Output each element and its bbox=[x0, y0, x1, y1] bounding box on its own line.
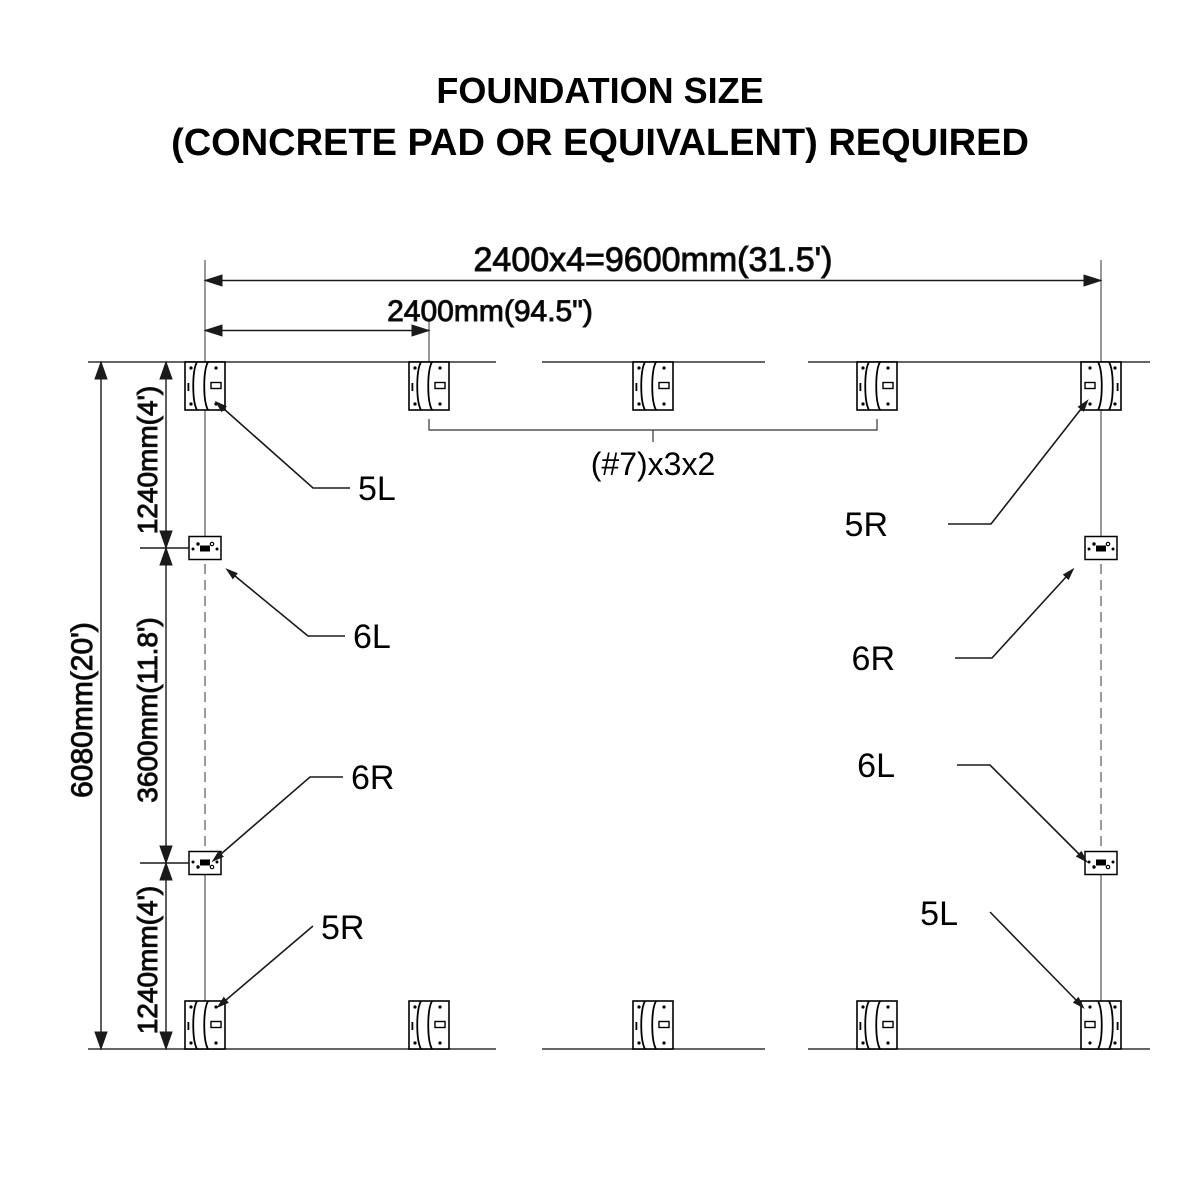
svg-text:FOUNDATION SIZE: FOUNDATION SIZE bbox=[436, 70, 763, 111]
svg-text:6080mm(20'): 6080mm(20') bbox=[66, 622, 99, 798]
svg-text:3600mm(11.8'): 3600mm(11.8') bbox=[132, 617, 163, 802]
svg-text:6R: 6R bbox=[351, 759, 394, 797]
svg-text:2400mm(94.5"): 2400mm(94.5") bbox=[387, 295, 593, 328]
svg-text:1240mm(4'): 1240mm(4') bbox=[132, 386, 163, 535]
svg-text:6L: 6L bbox=[353, 618, 391, 656]
svg-text:2400x4=9600mm(31.5'): 2400x4=9600mm(31.5') bbox=[474, 241, 833, 279]
svg-text:(#7)x3x2: (#7)x3x2 bbox=[591, 446, 716, 482]
svg-text:5L: 5L bbox=[920, 895, 958, 933]
svg-text:6L: 6L bbox=[857, 747, 895, 785]
svg-text:5R: 5R bbox=[845, 506, 888, 544]
svg-text:5R: 5R bbox=[321, 909, 364, 947]
svg-text:(CONCRETE PAD OR EQUIVALENT) R: (CONCRETE PAD OR EQUIVALENT) REQUIRED bbox=[171, 122, 1029, 164]
svg-text:6R: 6R bbox=[852, 640, 895, 678]
svg-text:1240mm(4'): 1240mm(4') bbox=[132, 886, 163, 1035]
svg-text:5L: 5L bbox=[358, 470, 396, 508]
